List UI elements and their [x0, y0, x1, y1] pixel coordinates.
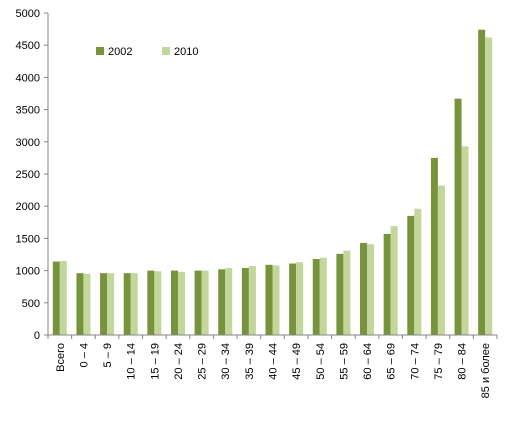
- bar-2002-0: [52, 261, 60, 335]
- bar-2010-0: [59, 260, 67, 335]
- legend-swatch-2010: [162, 47, 170, 55]
- bar-2002-1: [76, 273, 84, 335]
- y-tick-label: 1500: [16, 233, 40, 245]
- legend: 2002 2010: [96, 46, 198, 58]
- x-axis: Всего 0 – 4 5 – 9 10 – 14 15 – 19 20 – 24 25 –…: [47, 334, 498, 398]
- bar-2010-11: [319, 257, 327, 335]
- bar-2002-3: [123, 273, 131, 335]
- legend-swatch-2002: [96, 47, 104, 55]
- legend-label-2010: 2010: [174, 46, 198, 58]
- y-tick-label: 1000: [16, 266, 40, 278]
- bar-2010-1: [83, 273, 91, 335]
- bar-2010-5: [177, 271, 185, 335]
- bar-2002-17: [454, 98, 462, 335]
- x-tick-label: 15 – 19: [149, 343, 161, 380]
- y-tick-label: 4500: [16, 40, 40, 52]
- bar-2010-10: [296, 262, 304, 335]
- bar-2010-2: [107, 273, 115, 335]
- y-tick-label: 4000: [16, 72, 40, 84]
- bar-2010-12: [343, 250, 351, 335]
- x-tick-label: 25 – 29: [197, 343, 209, 380]
- x-tick-label: 35 – 39: [244, 343, 256, 380]
- bar-2002-8: [241, 268, 249, 335]
- bar-2002-9: [265, 264, 273, 335]
- y-axis: 0 500 1000 1500 2000 2500 3000 3500 4000 4500 5000: [16, 8, 49, 342]
- bar-2002-11: [312, 259, 320, 335]
- y-tick-label: 0: [34, 330, 40, 342]
- bar-2010-4: [154, 271, 162, 335]
- bar-2010-6: [201, 270, 209, 335]
- x-tick-label: 85 и более: [480, 343, 492, 398]
- x-tick-label: 75 – 79: [433, 343, 445, 380]
- x-tick-label: 55 – 59: [338, 343, 350, 380]
- bar-2002-6: [194, 270, 202, 335]
- x-tick-label: 80 – 84: [457, 343, 469, 380]
- bar-2002-10: [289, 263, 297, 335]
- bar-2010-3: [130, 273, 138, 335]
- bar-2010-7: [225, 268, 233, 335]
- x-tick-label: 45 – 49: [291, 343, 303, 380]
- legend-label-2002: 2002: [108, 46, 132, 58]
- y-tick-label: 2000: [16, 201, 40, 213]
- x-tick-label: 10 – 14: [126, 343, 138, 380]
- bar-2002-5: [170, 270, 178, 335]
- x-tick-label: 65 – 69: [386, 343, 398, 380]
- bar-2010-14: [390, 226, 398, 335]
- x-tick-label: 60 – 64: [362, 343, 374, 380]
- bar-2010-17: [461, 146, 469, 335]
- bar-2002-12: [336, 253, 344, 335]
- x-tick-label: 5 – 9: [102, 343, 114, 367]
- y-tick-label: 3000: [16, 137, 40, 149]
- y-tick-label: 5000: [16, 8, 40, 20]
- bar-2010-15: [414, 208, 422, 335]
- bar-2002-7: [218, 269, 226, 335]
- x-tick-label: 50 – 54: [315, 343, 327, 380]
- x-tick-label: 30 – 34: [220, 343, 232, 380]
- bars: [52, 29, 493, 336]
- bar-2010-16: [437, 185, 445, 335]
- bar-2002-16: [430, 157, 438, 335]
- x-tick-label: 70 – 74: [409, 343, 421, 380]
- x-tick-label: 40 – 44: [268, 343, 280, 380]
- bar-2002-13: [360, 242, 368, 335]
- bar-2010-9: [272, 265, 280, 335]
- bar-2010-13: [367, 244, 375, 335]
- x-tick-label: 0 – 4: [78, 343, 90, 367]
- bar-2002-2: [100, 273, 108, 335]
- bar-2002-14: [383, 233, 391, 335]
- y-tick-label: 3500: [16, 105, 40, 117]
- bar-2002-4: [147, 270, 155, 335]
- x-tick-label: 20 – 24: [173, 343, 185, 380]
- x-tick-label: Всего: [55, 343, 67, 372]
- y-tick-label: 2500: [16, 169, 40, 181]
- bar-2002-18: [478, 29, 486, 336]
- bar-2010-8: [248, 266, 256, 335]
- bar-2002-15: [407, 215, 415, 335]
- bar-2010-18: [485, 37, 493, 336]
- y-tick-label: 500: [22, 298, 40, 310]
